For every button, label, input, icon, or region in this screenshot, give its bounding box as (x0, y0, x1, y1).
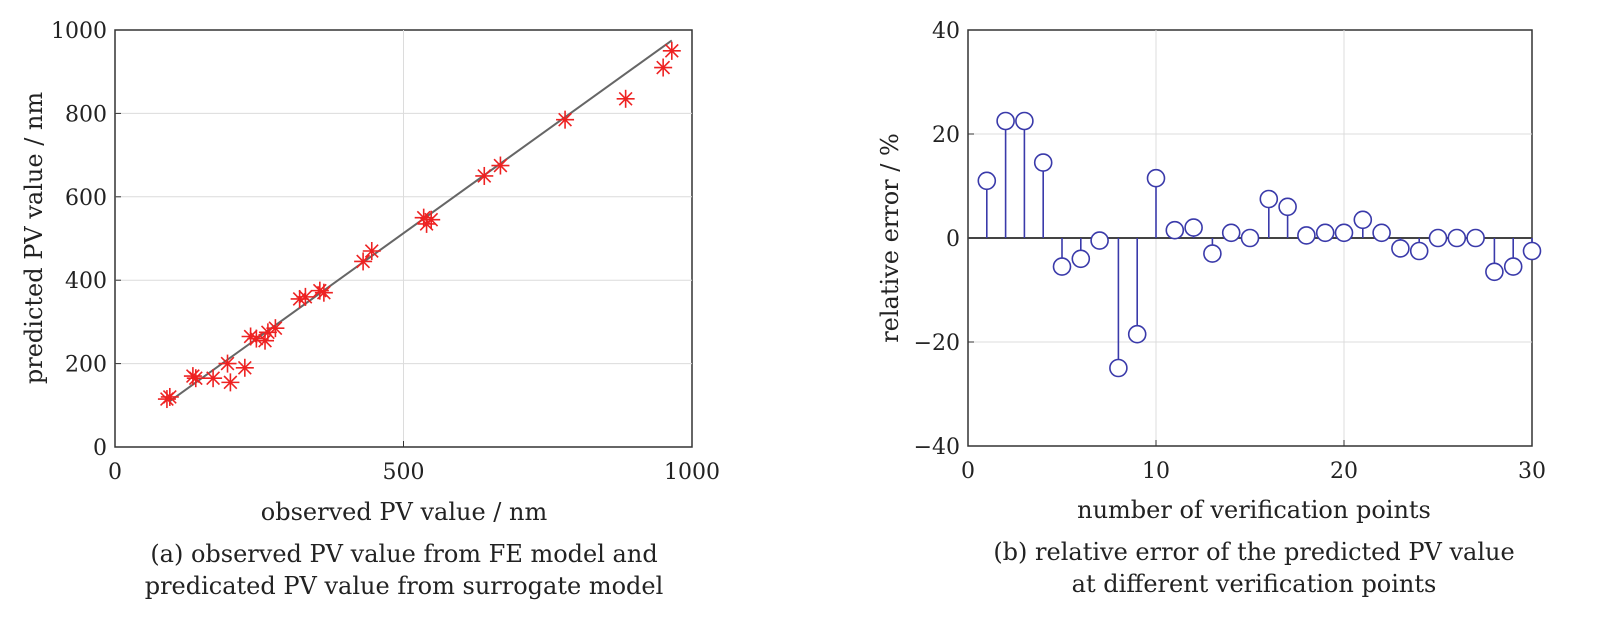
panel-b-stem (1203, 238, 1222, 263)
panel-b-y-axis-label: relative error / % (876, 133, 904, 343)
panel-a-point-marker (296, 287, 315, 306)
panel-b-stem (1447, 228, 1467, 248)
panel-b-stem (1221, 223, 1241, 243)
panel-b-stem (1090, 231, 1109, 250)
panel-b-stem (996, 111, 1015, 238)
panel-b-caption-line-1: (b) relative error of the predicted PV v… (993, 538, 1514, 566)
panel-b-x-tick-label: 0 (961, 459, 975, 484)
panel-b-x-tick-label: 10 (1142, 459, 1170, 484)
panel-b-x-axis-label: number of verification points (1077, 496, 1431, 524)
panel-b-stem-chart: 0 10 20 30 −40 −20 0 20 40 number of verificatio… (876, 19, 1546, 598)
panel-b-x-tick-label: 20 (1330, 459, 1358, 484)
panel-b-stem (977, 171, 997, 238)
panel-a-y-tick-label: 0 (93, 436, 107, 461)
panel-a-caption-line-2: predicated PV value from surrogate model (145, 572, 664, 600)
panel-b-y-tick-label: 40 (932, 19, 960, 44)
panel-a-point-marker (354, 252, 373, 271)
panel-a-point-marker (662, 41, 681, 60)
panel-a-y-tick-label: 1000 (51, 19, 107, 44)
panel-a-point-marker (266, 319, 285, 338)
panel-b-ticks: 0 10 20 30 −40 −20 0 20 40 (914, 19, 1546, 484)
panel-b-y-tick-label: 0 (946, 227, 960, 252)
panel-b-stem (1278, 197, 1297, 238)
panel-b-y-tick-label: 20 (932, 123, 960, 148)
panel-a-grid (115, 30, 692, 447)
panel-a-y-axis-label: predicted PV value / nm (20, 92, 48, 384)
panel-a-point-marker (556, 110, 575, 129)
panel-a-point-marker (475, 166, 494, 185)
panel-b-stem (1503, 238, 1523, 276)
panel-a-point-marker (247, 329, 266, 348)
panel-a-point-marker (218, 354, 237, 373)
panel-b-stem (1353, 210, 1373, 238)
panel-a-scatter-chart: 0 500 1000 0 200 400 600 800 1000 observed PV va… (20, 19, 720, 600)
panel-b-stem (1033, 153, 1053, 238)
panel-b-stem (1146, 168, 1166, 238)
panel-a-ticks: 0 500 1000 0 200 400 600 800 1000 (51, 19, 720, 485)
panel-b-y-tick-label: −20 (914, 331, 960, 356)
panel-b-stem (1127, 238, 1147, 344)
panel-b-stem (1015, 111, 1034, 238)
panel-a-y-tick-label: 600 (65, 186, 107, 211)
panel-a-x-tick-label: 0 (108, 460, 122, 485)
panel-b-grid (968, 30, 1532, 446)
panel-a-caption-line-1: (a) observed PV value from FE model and (150, 540, 657, 568)
panel-a-point-marker (616, 89, 635, 108)
panel-b-stem (1184, 218, 1203, 238)
panel-a-point-marker (654, 58, 673, 77)
panel-b-x-tick-label: 30 (1518, 459, 1546, 484)
panel-a-point-marker (221, 373, 240, 392)
panel-a-point-marker (186, 369, 205, 388)
panel-b-stem (1522, 238, 1542, 261)
panel-b-stem (1409, 238, 1429, 261)
panel-b-stem (1485, 238, 1504, 282)
panel-a-point-marker (204, 369, 223, 388)
panel-a-x-tick-label: 500 (383, 460, 425, 485)
panel-b-stem (1466, 228, 1485, 248)
panel-b-stem (1334, 223, 1354, 243)
panel-a-point-marker (160, 387, 179, 406)
panel-a-point-marker (362, 242, 381, 261)
panel-b-stem (1259, 189, 1279, 238)
panel-a-point-marker (314, 283, 333, 302)
panel-b-y-tick-label: −40 (914, 435, 960, 460)
panel-a-x-tick-label: 1000 (664, 460, 720, 485)
panel-a-y-tick-label: 400 (65, 269, 107, 294)
panel-b-stem (1297, 226, 1316, 245)
panel-b-stem (1109, 238, 1128, 378)
panel-a-y-tick-label: 800 (65, 102, 107, 127)
panel-a-y-tick-label: 200 (65, 353, 107, 378)
panel-b-stem (1428, 228, 1448, 248)
panel-a-data-points (157, 41, 681, 409)
panel-b-stems (977, 111, 1542, 378)
panel-b-stem (1315, 223, 1335, 243)
panel-a-point-marker (422, 210, 441, 229)
panel-b-stem (1071, 238, 1091, 269)
panel-b-stem (1052, 238, 1072, 276)
panel-b-stem (1372, 223, 1391, 243)
panel-a-x-axis-label: observed PV value / nm (261, 498, 548, 526)
panel-a-point-marker (235, 358, 254, 377)
panel-a-point-marker (491, 156, 510, 175)
panel-b-caption-line-2: at different verification points (1072, 570, 1437, 598)
panel-b-stem (1165, 220, 1185, 240)
panel-b-stem (1240, 228, 1260, 248)
panel-b-stem (1391, 238, 1410, 258)
